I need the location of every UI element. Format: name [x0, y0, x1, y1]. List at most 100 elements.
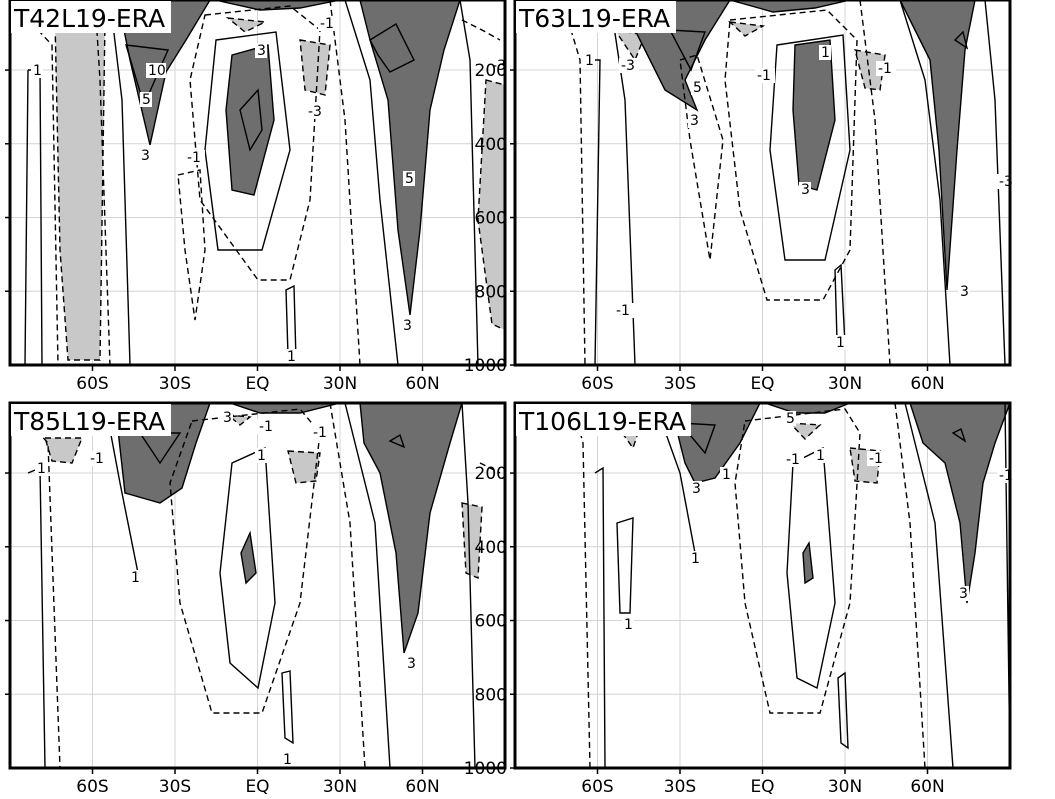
- contour-line: [281, 670, 294, 745]
- shaded-region: [792, 39, 836, 191]
- contour-line: [724, 9, 858, 301]
- contour-label: 3: [257, 43, 266, 59]
- contour-line: [668, 29, 706, 72]
- contour-line: [837, 671, 849, 750]
- contour-label-bg: [689, 551, 701, 566]
- contour-line: [169, 408, 321, 714]
- contour-label-bg: [622, 617, 634, 632]
- y-tick-label: 600: [475, 209, 507, 229]
- contour-line: [461, 19, 501, 41]
- contour-label: 1: [257, 448, 266, 464]
- contour-line: [1023, 473, 1045, 523]
- contour-label-bg: [405, 656, 417, 671]
- contour-line: [29, 422, 61, 768]
- contour-line: [734, 408, 861, 714]
- shaded-region: [44, 437, 84, 464]
- panel-t42l19-era: 1 10 5 3 -1 3 -3 5 3 1 -1 -3 60S 30S EQ 30N 60N T42L19-ER…: [0, 0, 550, 395]
- contour-label: 1: [624, 617, 633, 633]
- x-tick-label: EQ: [245, 374, 269, 394]
- shaded-region: [461, 502, 483, 580]
- contour-label-bg: [139, 148, 151, 163]
- contour-label: 3: [960, 284, 969, 300]
- contour-label-bg: [140, 92, 152, 107]
- panel-title: T63L19-ERA: [518, 4, 670, 33]
- title-background: [516, 1, 676, 33]
- contour-label-bg: [255, 448, 267, 463]
- x-tick-label: 30N: [323, 777, 357, 797]
- y-tick-label: 800: [475, 282, 507, 302]
- contour-label: -1: [320, 16, 334, 32]
- contour-line: [904, 403, 954, 768]
- contour-line: [953, 30, 969, 50]
- contour-label: 3: [959, 586, 968, 602]
- shaded-region: [359, 0, 461, 316]
- panel-t106l19-era: 5 -1 -1 1 1 3 1 1 3 -1 60S 30S EQ 30N 60N 200 400 600 800 1…: [464, 401, 1055, 798]
- shaded-region: [214, 0, 341, 11]
- contour-label-bg: [401, 318, 413, 333]
- contour-label-bg: [755, 68, 775, 83]
- contour-line: [109, 0, 131, 365]
- contour-line: [951, 428, 967, 443]
- contour-line: [899, 0, 951, 365]
- contour-label: 1: [821, 45, 830, 61]
- contour-line: [344, 0, 399, 365]
- contour-label-bg: [814, 448, 826, 463]
- contour-line: [616, 517, 634, 614]
- contour-chart: 1 -3 5 3 -1 1 3 3 -1 -3 1 -1 60S 30S EQ 30N 60N 200 400 600…: [464, 0, 1040, 394]
- x-tick-label: EQ: [750, 374, 774, 394]
- contour-label-bg: [720, 467, 732, 482]
- contour-label-bg: [957, 586, 969, 601]
- y-tick-label: 400: [475, 135, 507, 155]
- shaded-region: [229, 403, 341, 414]
- shaded-region: [1020, 95, 1040, 175]
- title-background: [516, 404, 691, 436]
- contour-label-bg: [958, 284, 970, 299]
- x-tick-label: EQ: [750, 777, 774, 797]
- shaded-region: [240, 530, 257, 585]
- contour-label-bg: [257, 419, 277, 434]
- contour-label: 5: [786, 411, 795, 427]
- shaded-region: [899, 0, 976, 291]
- contour-label: -3: [621, 58, 635, 74]
- contour-line: [769, 34, 851, 261]
- y-tick-label: 200: [475, 61, 507, 81]
- contour-label: 1: [33, 63, 42, 79]
- contour-label: 1: [816, 448, 825, 464]
- contour-label-bg: [834, 335, 846, 350]
- x-tick-label: EQ: [245, 777, 269, 797]
- contour-label-bg: [784, 411, 796, 426]
- contour-line: [678, 422, 716, 455]
- contour-label: -1: [878, 61, 892, 77]
- contour-label-bg: [690, 481, 702, 496]
- contour-line: [590, 59, 601, 365]
- contour-label: 1: [691, 551, 700, 567]
- contour-label: 1: [585, 53, 594, 69]
- contour-label-bg: [185, 150, 205, 165]
- x-tick-label: 30N: [828, 777, 862, 797]
- contour-line: [24, 69, 29, 365]
- contour-label: 3: [690, 113, 699, 129]
- contour-label: 5: [693, 80, 702, 96]
- contour-label-bg: [88, 451, 108, 466]
- contour-line: [27, 466, 46, 768]
- contour-label: -1: [259, 419, 273, 435]
- contour-line: [574, 412, 591, 768]
- shaded-region: [788, 422, 822, 440]
- contour-line: [461, 403, 476, 768]
- contour-label: 3: [407, 656, 416, 672]
- x-tick-label: 30S: [159, 777, 191, 797]
- contour-label: -1: [786, 452, 800, 468]
- contour-label: -1: [869, 451, 883, 467]
- shaded-region: [909, 403, 1010, 604]
- contour-label: 1: [131, 570, 140, 586]
- shaded-region: [225, 17, 268, 33]
- contour-label-bg: [876, 61, 896, 76]
- contour-line: [239, 88, 263, 152]
- contour-label-bg: [614, 303, 634, 318]
- contour-label-bg: [146, 63, 166, 78]
- shaded-region: [802, 540, 814, 585]
- contour-label: -1: [313, 425, 327, 441]
- y-tick-label: 200: [475, 464, 507, 484]
- x-tick-label: 30S: [664, 777, 696, 797]
